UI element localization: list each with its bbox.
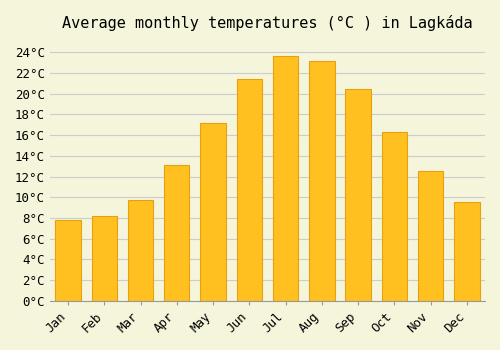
Bar — [273, 56, 298, 301]
Bar — [128, 201, 153, 301]
Bar — [56, 220, 80, 301]
Bar — [236, 79, 262, 301]
Title: Average monthly temperatures (°C ) in Lagkáda: Average monthly temperatures (°C ) in La… — [62, 15, 472, 31]
Bar — [346, 89, 371, 301]
Bar — [382, 132, 407, 301]
Bar — [164, 165, 190, 301]
Bar — [418, 172, 444, 301]
Bar — [200, 123, 226, 301]
Bar — [454, 202, 479, 301]
Bar — [92, 216, 117, 301]
Bar — [309, 61, 334, 301]
